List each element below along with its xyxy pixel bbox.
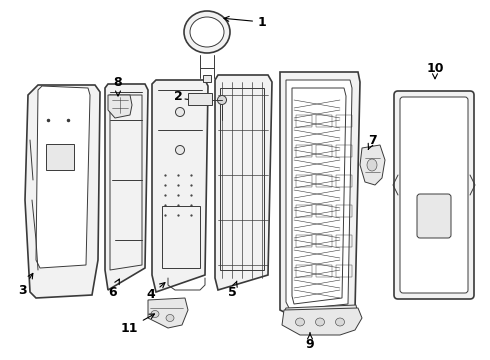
Bar — [296, 205, 312, 217]
Polygon shape — [284, 305, 358, 322]
Polygon shape — [108, 95, 132, 118]
Text: 4: 4 — [146, 283, 165, 302]
Ellipse shape — [166, 315, 174, 321]
Ellipse shape — [336, 311, 344, 319]
Ellipse shape — [316, 318, 324, 326]
Bar — [188, 93, 212, 105]
Text: 11: 11 — [121, 314, 154, 334]
Bar — [336, 145, 352, 157]
Bar — [162, 206, 200, 268]
Text: 6: 6 — [108, 279, 120, 298]
Ellipse shape — [367, 159, 377, 171]
Polygon shape — [36, 86, 90, 268]
Text: 1: 1 — [224, 15, 267, 28]
Ellipse shape — [184, 11, 230, 53]
Bar — [296, 115, 312, 127]
Bar — [316, 115, 332, 127]
Ellipse shape — [175, 145, 185, 154]
Text: 9: 9 — [306, 333, 314, 351]
Bar — [316, 205, 332, 217]
Bar — [316, 175, 332, 187]
Polygon shape — [152, 80, 208, 292]
Ellipse shape — [190, 17, 224, 47]
Polygon shape — [203, 75, 211, 82]
Text: 3: 3 — [18, 273, 33, 297]
Bar — [336, 265, 352, 277]
Ellipse shape — [175, 108, 185, 117]
Bar — [336, 175, 352, 187]
Polygon shape — [105, 84, 148, 290]
Ellipse shape — [316, 311, 324, 319]
Bar — [296, 145, 312, 157]
Text: 8: 8 — [114, 76, 122, 96]
Polygon shape — [25, 85, 100, 298]
Polygon shape — [280, 72, 360, 318]
Text: 7: 7 — [368, 134, 377, 149]
Ellipse shape — [296, 311, 304, 319]
FancyBboxPatch shape — [417, 194, 451, 238]
Bar — [46, 144, 74, 170]
Ellipse shape — [151, 310, 159, 318]
Ellipse shape — [295, 318, 304, 326]
Polygon shape — [360, 145, 385, 185]
Bar — [336, 235, 352, 247]
Bar — [336, 115, 352, 127]
Text: 10: 10 — [426, 62, 444, 79]
Text: 2: 2 — [174, 90, 183, 104]
Bar — [296, 265, 312, 277]
Bar — [336, 205, 352, 217]
Polygon shape — [282, 308, 362, 335]
Polygon shape — [286, 80, 352, 310]
Bar — [220, 88, 264, 270]
Ellipse shape — [218, 95, 226, 104]
FancyBboxPatch shape — [400, 97, 468, 293]
Polygon shape — [148, 298, 188, 328]
FancyBboxPatch shape — [394, 91, 474, 299]
Polygon shape — [215, 75, 272, 290]
Bar — [316, 145, 332, 157]
Bar — [296, 235, 312, 247]
Text: 5: 5 — [228, 281, 237, 300]
Ellipse shape — [336, 318, 344, 326]
Bar — [316, 235, 332, 247]
Bar — [296, 175, 312, 187]
Bar — [316, 265, 332, 277]
